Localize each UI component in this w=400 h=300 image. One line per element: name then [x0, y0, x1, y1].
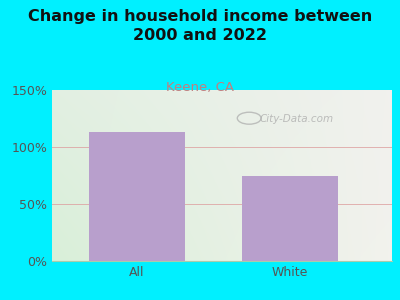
Text: Change in household income between
2000 and 2022: Change in household income between 2000 … [28, 9, 372, 43]
Text: City-Data.com: City-Data.com [260, 114, 334, 124]
Text: Keene, CA: Keene, CA [166, 81, 234, 94]
Bar [242, 176, 338, 261]
Bar [89, 132, 185, 261]
